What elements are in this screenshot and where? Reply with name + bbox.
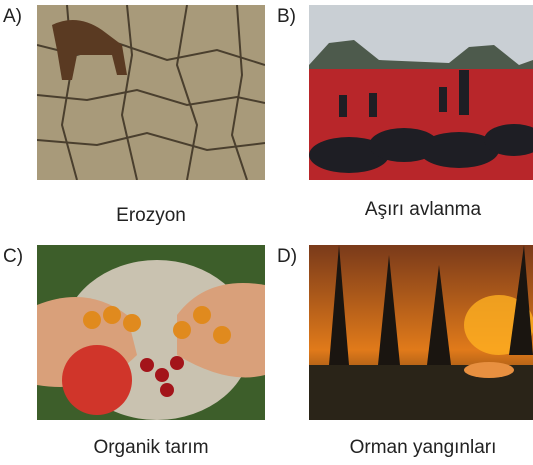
- caption: Orman yangınları: [309, 437, 533, 459]
- option-label: D): [277, 246, 297, 268]
- photo-overfishing: [309, 5, 533, 180]
- option-label: B): [277, 6, 296, 28]
- photo-erosion: [37, 5, 265, 180]
- caption: Erozyon: [37, 205, 265, 227]
- option-label: C): [3, 246, 23, 268]
- caption: Organik tarım: [37, 437, 265, 459]
- caption: Aşırı avlanma: [309, 199, 533, 221]
- photo-organic-farming: [37, 245, 265, 420]
- page: A) B) C) D): [0, 0, 533, 465]
- option-label: A): [3, 6, 22, 28]
- photo-forest-fire: [309, 245, 533, 420]
